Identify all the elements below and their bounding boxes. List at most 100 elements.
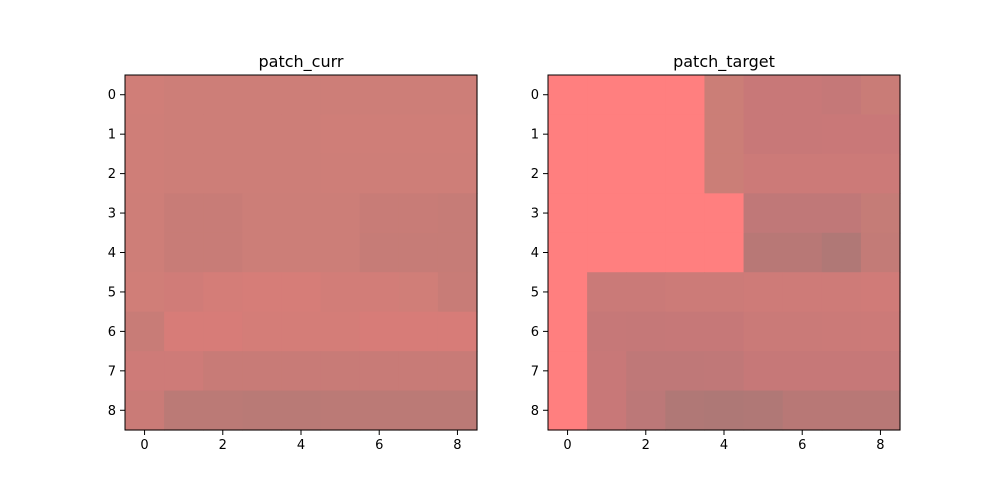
heatmap-cell <box>626 75 666 116</box>
heatmap-cell <box>665 153 706 194</box>
heatmap-cell <box>203 114 243 155</box>
heatmap-cell <box>665 114 706 155</box>
heatmap-cell <box>665 193 706 234</box>
heatmap-cell <box>665 311 706 352</box>
heatmap-cell <box>164 193 204 234</box>
heatmap-cell <box>782 351 823 392</box>
heatmap-cell <box>125 153 165 194</box>
heatmap-cell <box>860 311 901 352</box>
heatmap-cell <box>359 153 400 194</box>
heatmap-cell <box>125 272 165 313</box>
heatmap-cell <box>242 114 283 155</box>
y-tick-label: 5 <box>108 285 116 300</box>
heatmap-cell <box>587 311 627 352</box>
heatmap-cell <box>548 272 588 313</box>
heatmap-cell <box>125 75 165 116</box>
heatmap-cell <box>665 351 706 392</box>
heatmap-cell <box>665 390 706 431</box>
heatmap-cell <box>665 272 706 313</box>
heatmap-cell <box>860 114 901 155</box>
heatmap-cell <box>281 75 322 116</box>
heatmap-cell <box>782 390 823 431</box>
heatmap-cell <box>359 232 400 273</box>
heatmap-cell <box>242 75 283 116</box>
heatmap-cell <box>203 153 243 194</box>
heatmap-cell <box>203 193 243 234</box>
heatmap-cell <box>743 153 784 194</box>
x-tick-label: 2 <box>219 438 227 453</box>
heatmap-cell <box>665 75 706 116</box>
heatmap-cell <box>821 351 862 392</box>
heatmap-cell <box>125 351 165 392</box>
heatmap-cell <box>587 153 627 194</box>
heatmap-cell <box>626 351 666 392</box>
heatmap-cell <box>587 390 627 431</box>
heatmap-cell <box>782 272 823 313</box>
heatmap-cell <box>587 75 627 116</box>
heatmap-cell <box>398 153 439 194</box>
heatmap-cell <box>359 311 400 352</box>
x-tick-label: 6 <box>798 438 806 453</box>
heatmap-cell <box>782 193 823 234</box>
heatmap-cell <box>782 232 823 273</box>
heatmap-cell <box>548 311 588 352</box>
heatmap-cell <box>548 390 588 431</box>
heatmap-cell <box>587 272 627 313</box>
heatmap-cell <box>704 193 745 234</box>
heatmap-cell <box>437 153 478 194</box>
heatmap-cell <box>548 193 588 234</box>
heatmap-cell <box>203 75 243 116</box>
heatmap-cell <box>821 153 862 194</box>
heatmap-cell <box>782 311 823 352</box>
y-tick-label: 1 <box>531 128 539 143</box>
heatmap-cell <box>587 351 627 392</box>
heatmap-cell <box>821 272 862 313</box>
heatmap-cell <box>626 232 666 273</box>
heatmap-cell <box>398 193 439 234</box>
heatmap-cell <box>125 390 165 431</box>
y-tick-label: 8 <box>531 404 539 419</box>
x-tick-label: 4 <box>297 438 305 453</box>
heatmap-cell <box>164 232 204 273</box>
heatmap-cell <box>320 272 361 313</box>
heatmap-cell <box>398 272 439 313</box>
heatmap-cell <box>281 272 322 313</box>
x-tick-label: 8 <box>876 438 884 453</box>
heatmap-cell <box>281 390 322 431</box>
heatmap-cell <box>203 351 243 392</box>
y-tick-label: 7 <box>108 364 116 379</box>
heatmap-cell <box>782 114 823 155</box>
heatmap-cell <box>587 114 627 155</box>
heatmap-cell <box>398 311 439 352</box>
heatmap-cell <box>281 193 322 234</box>
heatmap-cell <box>743 232 784 273</box>
heatmap-cell <box>860 193 901 234</box>
heatmap-cell <box>548 75 588 116</box>
x-tick-label: 0 <box>140 438 148 453</box>
heatmap-cell <box>626 114 666 155</box>
y-tick-label: 7 <box>531 364 539 379</box>
heatmap-cell <box>125 114 165 155</box>
heatmap-cell <box>281 153 322 194</box>
chart-title: patch_curr <box>259 52 344 72</box>
heatmap-cell <box>821 193 862 234</box>
heatmap-cell <box>437 114 478 155</box>
heatmap-cell <box>548 232 588 273</box>
heatmap-cell <box>860 390 901 431</box>
heatmap-cell <box>203 311 243 352</box>
x-tick-label: 2 <box>642 438 650 453</box>
heatmap-cell <box>626 390 666 431</box>
heatmap-cell <box>743 75 784 116</box>
heatmap-cell <box>860 232 901 273</box>
y-tick-label: 4 <box>108 246 116 261</box>
heatmap-cell <box>860 351 901 392</box>
heatmap-cell <box>860 272 901 313</box>
heatmap-cell <box>320 75 361 116</box>
heatmap-cell <box>359 193 400 234</box>
heatmap-cell <box>626 193 666 234</box>
heatmap-cell <box>398 232 439 273</box>
y-tick-label: 8 <box>108 404 116 419</box>
heatmap-cell <box>398 390 439 431</box>
y-tick-label: 1 <box>108 128 116 143</box>
